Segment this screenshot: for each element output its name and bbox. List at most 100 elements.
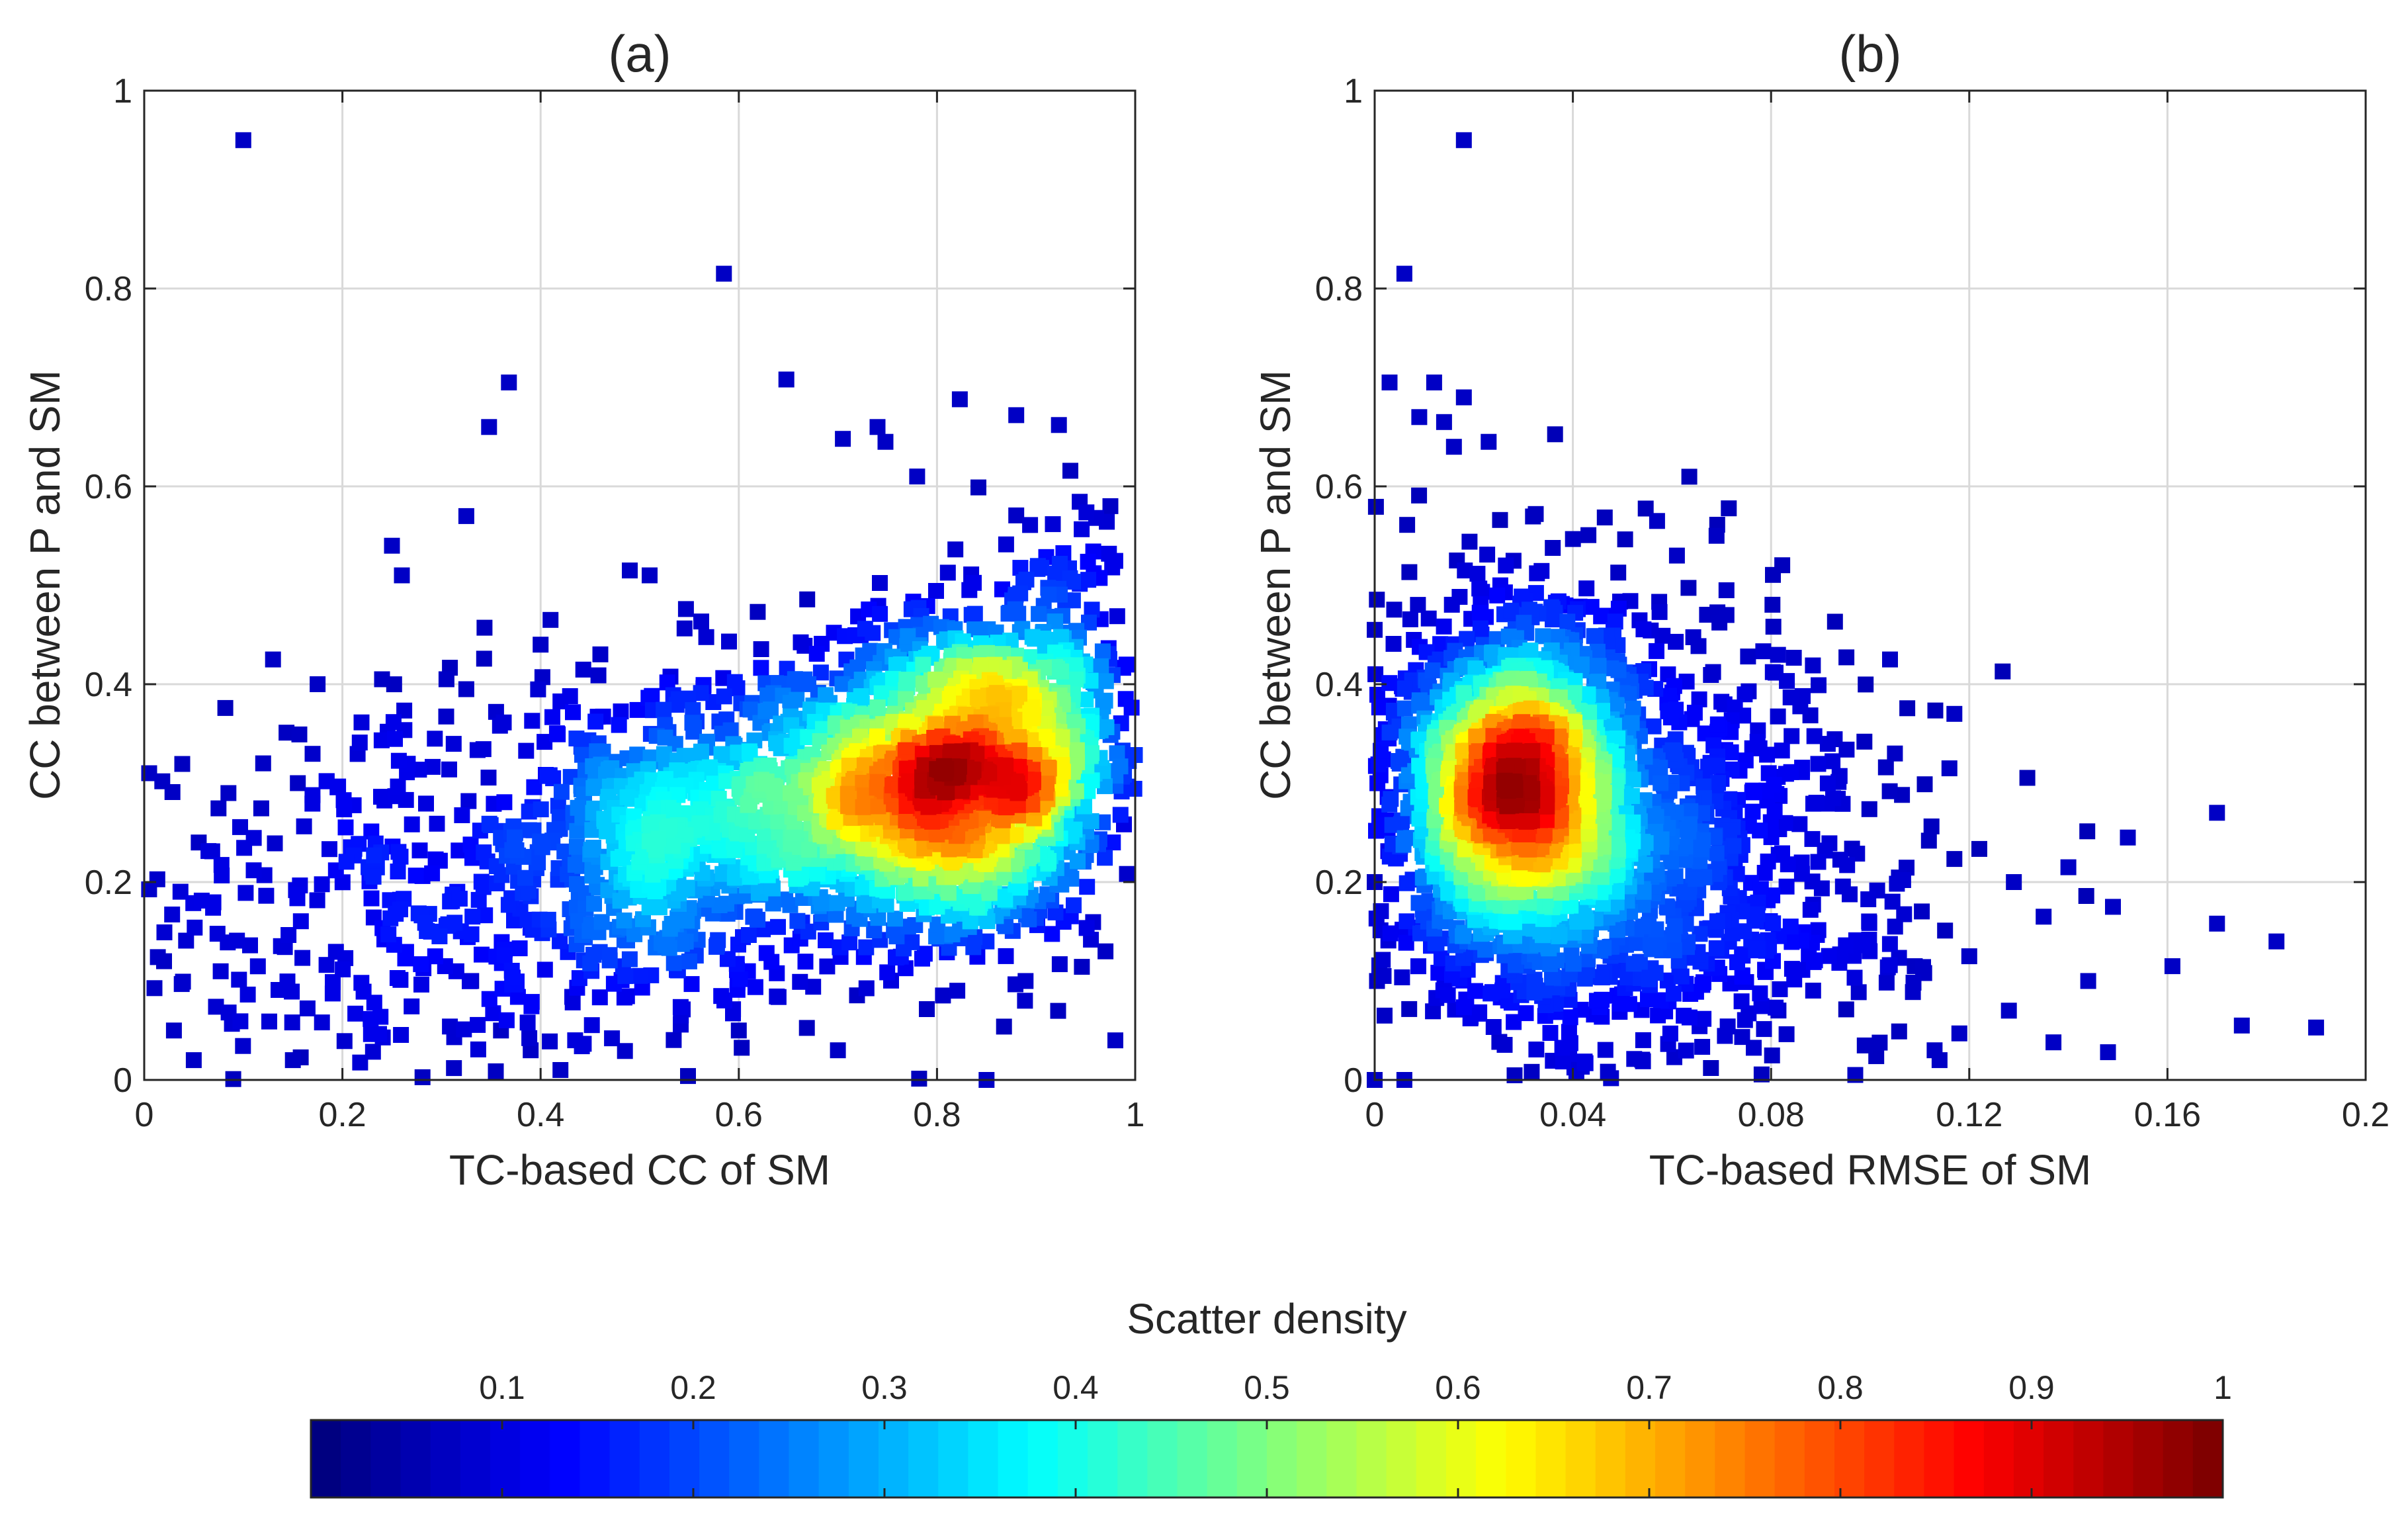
- scatter-point: [1877, 759, 1894, 776]
- scatter-point: [1878, 974, 1895, 991]
- scatter-point: [1045, 516, 1061, 533]
- scatter-point: [390, 752, 407, 769]
- scatter-point: [1733, 993, 1750, 1010]
- scatter-point: [1420, 610, 1437, 627]
- scatter-point: [1074, 959, 1090, 975]
- scatter-point: [1635, 1053, 1651, 1069]
- scatter-point: [1597, 1042, 1613, 1058]
- scatter-point: [1805, 983, 1821, 999]
- scatter-point: [621, 951, 638, 967]
- scatter-point: [830, 1042, 846, 1059]
- scatter-point: [1861, 914, 1877, 931]
- scatter-point: [165, 1022, 182, 1039]
- scatter-point: [1760, 853, 1776, 869]
- scatter-point: [235, 132, 251, 148]
- scatter-point: [441, 761, 457, 778]
- scatter-point: [173, 976, 190, 993]
- scatter-point: [1914, 903, 1930, 920]
- x-tick-label: 0.4: [517, 1096, 564, 1134]
- scatter-point: [1881, 783, 1898, 799]
- scatter-point: [1565, 531, 1581, 547]
- scatter-point: [879, 964, 896, 981]
- scatter-point: [1105, 834, 1121, 851]
- scatter-point: [1916, 776, 1933, 793]
- scatter-point: [568, 838, 585, 855]
- scatter-point: [1802, 901, 1819, 918]
- scatter-point: [1428, 935, 1445, 952]
- scatter-point: [324, 985, 341, 1002]
- scatter-point: [1397, 680, 1413, 697]
- scatter-point: [1610, 662, 1627, 678]
- scatter-point: [149, 871, 165, 887]
- scatter-point: [872, 605, 888, 622]
- scatter-point: [1825, 790, 1841, 807]
- scatter-point: [1410, 597, 1426, 613]
- scatter-point: [1764, 1048, 1780, 1063]
- scatter-point: [1744, 782, 1761, 799]
- scatter-point: [1785, 650, 1802, 666]
- scatter-point: [470, 1041, 486, 1057]
- scatter-point: [935, 987, 951, 1004]
- scatter-point: [1397, 830, 1413, 846]
- panel-a: 0 0.2 0.4 0.6 0.8 100.20.40.60.81 (a) TC-base…: [21, 24, 1144, 1194]
- scatter-point: [2006, 874, 2022, 890]
- scatter-point: [1610, 564, 1627, 581]
- scatter-point: [2019, 770, 2036, 786]
- panel-a-grid: [144, 91, 1135, 1080]
- scatter-point: [413, 976, 429, 993]
- scatter-point: [310, 676, 326, 692]
- scatter-point: [237, 885, 254, 901]
- panel-a-points: [141, 132, 1143, 1088]
- scatter-point: [1123, 699, 1140, 716]
- scatter-point: [496, 948, 513, 964]
- scatter-point: [679, 913, 695, 929]
- scatter-point: [1424, 662, 1441, 679]
- scatter-point: [384, 537, 400, 554]
- scatter-point: [258, 887, 275, 904]
- panel-b: 0 0.04 0.08 0.12 0.16 0.200.20.40.60.81 (b) T…: [1252, 24, 2389, 1194]
- scatter-point: [644, 688, 660, 704]
- scatter-point: [548, 725, 565, 742]
- scatter-point: [476, 650, 492, 667]
- scatter-point: [1573, 656, 1590, 673]
- scatter-point: [1593, 608, 1610, 625]
- scatter-point: [1637, 748, 1653, 765]
- scatter-point: [565, 704, 581, 721]
- scatter-point: [1555, 1053, 1571, 1070]
- scatter-point: [2000, 1003, 2017, 1019]
- scatter-point: [972, 657, 989, 674]
- scatter-point: [730, 1022, 747, 1039]
- scatter-point: [586, 895, 602, 912]
- scatter-point: [799, 591, 816, 607]
- scatter-point: [1661, 688, 1677, 704]
- y-tick-label: 0: [113, 1061, 132, 1100]
- scatter-point: [245, 862, 262, 879]
- scatter-point: [347, 1005, 364, 1022]
- scatter-point: [1621, 996, 1637, 1012]
- scatter-point: [427, 851, 444, 868]
- scatter-point: [393, 1027, 409, 1043]
- scatter-point: [284, 1052, 301, 1069]
- scatter-point: [476, 844, 492, 861]
- scatter-point: [562, 688, 578, 704]
- scatter-point: [1653, 775, 1669, 791]
- scatter-point: [592, 646, 609, 662]
- scatter-point: [1079, 879, 1096, 895]
- scatter-point: [676, 620, 693, 637]
- scatter-point: [1094, 643, 1111, 660]
- scatter-point: [770, 989, 787, 1005]
- scatter-point: [1793, 854, 1810, 871]
- scatter-point: [657, 729, 673, 746]
- scatter-point: [1856, 1037, 1873, 1053]
- scatter-point: [164, 907, 181, 922]
- scatter-point: [642, 567, 658, 584]
- scatter-point: [1050, 1003, 1066, 1019]
- scatter-point: [947, 541, 964, 558]
- scatter-point: [1506, 914, 1522, 930]
- scatter-point: [961, 582, 978, 598]
- scatter-point: [1681, 816, 1698, 832]
- scatter-point: [610, 850, 626, 867]
- scatter-point: [249, 958, 266, 975]
- scatter-point: [789, 691, 805, 708]
